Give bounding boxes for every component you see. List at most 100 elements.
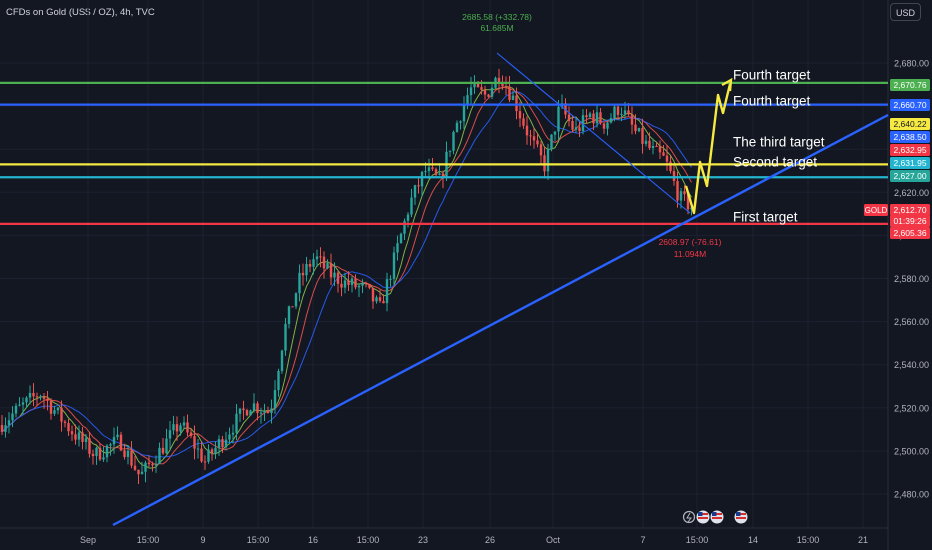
candle <box>655 142 658 147</box>
candle-body <box>637 128 641 132</box>
projected-path-arrowhead <box>721 77 733 92</box>
us-flag-event-icon[interactable] <box>696 510 710 524</box>
candle-body <box>305 263 308 276</box>
candle <box>284 317 287 356</box>
x-tick-label: Oct <box>546 535 561 545</box>
candle <box>333 262 336 286</box>
target-label: Fourth target <box>733 94 811 109</box>
candle-body <box>74 434 77 440</box>
candle-body <box>557 106 560 132</box>
candle <box>235 403 238 441</box>
candle-body <box>616 106 620 115</box>
candle-body <box>39 396 42 398</box>
candle-body <box>354 278 357 288</box>
candle-body <box>102 457 105 460</box>
candle <box>595 105 599 128</box>
x-tick-label: 15:00 <box>686 535 709 545</box>
candle-body <box>270 408 273 414</box>
candle <box>277 368 280 397</box>
candle <box>46 390 49 411</box>
candle <box>672 164 676 186</box>
candle <box>518 101 522 128</box>
currency-button[interactable]: USD <box>890 3 921 21</box>
candle-body <box>343 280 347 288</box>
candle <box>301 263 305 286</box>
candle-body <box>172 424 175 431</box>
candle <box>417 176 420 194</box>
candle-body <box>578 127 581 132</box>
candle <box>508 75 511 103</box>
candle-body <box>483 89 487 95</box>
candle-body <box>361 282 364 286</box>
candle <box>564 98 567 119</box>
candle <box>515 87 518 120</box>
candle-body <box>21 402 25 405</box>
candle-body <box>536 140 539 145</box>
flag-stripe <box>712 513 722 515</box>
candle <box>616 104 620 120</box>
candle-body <box>298 272 301 294</box>
candle-body <box>200 448 203 462</box>
lightning-icon[interactable] <box>682 510 696 524</box>
candle <box>130 441 133 469</box>
candle <box>581 109 585 135</box>
y-tick-label: 2,540.00 <box>894 360 929 370</box>
candle-body <box>242 408 245 411</box>
candle <box>158 442 161 465</box>
candle <box>497 68 501 94</box>
candle <box>70 425 74 441</box>
candle <box>459 120 462 130</box>
candle-body <box>357 285 361 288</box>
candle <box>448 150 452 157</box>
candle-body <box>669 161 672 172</box>
candle-body <box>7 420 11 426</box>
candle <box>490 84 494 99</box>
us-flag-event-icon[interactable] <box>734 510 748 524</box>
us-flag-event-icon[interactable] <box>710 510 724 524</box>
candle <box>263 403 266 422</box>
x-tick-label: 16 <box>308 535 318 545</box>
candle-body <box>81 432 84 442</box>
high-volume-annotation: 61.685M <box>480 23 513 33</box>
descending-trendline[interactable] <box>496 52 691 214</box>
candle-body <box>403 220 406 234</box>
y-tick-label: 2,680.00 <box>894 59 929 69</box>
candle-body <box>84 438 88 442</box>
support-trendline[interactable] <box>112 113 889 527</box>
candle <box>378 289 382 303</box>
candle-body <box>665 155 669 162</box>
candle-body <box>207 449 210 462</box>
candle <box>354 274 357 290</box>
candle <box>112 427 116 454</box>
candle <box>105 444 109 463</box>
candle-body <box>368 284 371 288</box>
candle-body <box>329 263 333 278</box>
candle-body <box>662 152 665 156</box>
candle <box>410 188 413 218</box>
candle <box>179 422 182 436</box>
candle-body <box>613 106 616 119</box>
candle-body <box>592 113 595 124</box>
candle-body <box>539 144 543 156</box>
candle-body <box>116 434 119 438</box>
candle-body <box>469 87 473 96</box>
candle-body <box>473 82 476 88</box>
candle <box>630 106 634 135</box>
candle-body <box>14 405 18 414</box>
candle <box>329 253 333 286</box>
price-axis-badge-text: 2,640.22 <box>893 119 926 129</box>
candle <box>140 461 144 475</box>
candle <box>483 85 487 100</box>
candle-body <box>333 272 336 278</box>
candle-body <box>294 293 298 307</box>
flag-canton <box>736 512 741 516</box>
candle <box>200 441 203 463</box>
projected-path[interactable] <box>684 83 732 215</box>
price-axis-badge <box>890 157 930 169</box>
x-tick-label: 14 <box>748 535 758 545</box>
candle <box>592 109 595 131</box>
price-axis-badge <box>890 131 930 143</box>
candle <box>88 431 91 458</box>
candle-body <box>396 243 399 253</box>
